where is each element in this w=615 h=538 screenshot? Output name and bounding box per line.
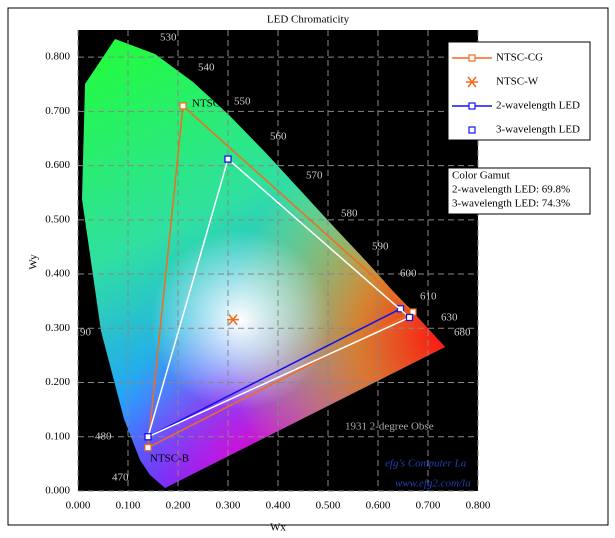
marker — [407, 314, 413, 320]
legend-label: 3-wavelength LED — [496, 124, 580, 136]
y-tick-label: 0.500 — [45, 213, 70, 225]
locus-label: 680 — [454, 327, 471, 339]
x-tick-label: 0.700 — [416, 500, 441, 512]
marker — [469, 55, 475, 61]
y-tick-label: 0.300 — [45, 322, 70, 334]
locus-label: 480 — [95, 431, 112, 443]
x-tick-label: 0.100 — [116, 500, 141, 512]
locus-label: 530 — [160, 32, 177, 44]
annotation: 1931 2-degree Obse — [345, 421, 434, 433]
marker — [145, 434, 151, 440]
y-tick-label: 0.600 — [45, 159, 70, 171]
marker — [469, 103, 475, 109]
y-tick-label: 0.400 — [45, 268, 70, 280]
locus-label: 570 — [306, 170, 323, 182]
locus-label: 470 — [112, 472, 129, 484]
locus-label: 590 — [372, 241, 389, 253]
locus-label: 550 — [234, 96, 251, 108]
locus-label: 630 — [441, 312, 458, 324]
marker — [225, 156, 231, 162]
legend-label: 2-wavelength LED — [496, 100, 580, 112]
x-tick-label: 0.600 — [366, 500, 391, 512]
marker — [180, 103, 186, 109]
x-tick-label: 0.800 — [466, 500, 491, 512]
y-tick-label: 0.100 — [45, 430, 70, 442]
locus-label: 610 — [420, 291, 437, 303]
x-tick-label: 0.400 — [266, 500, 291, 512]
annotation: www.efg2.com/la — [395, 478, 471, 490]
marker — [469, 127, 475, 133]
y-tick-label: 0.700 — [45, 105, 70, 117]
chart-title: LED Chromaticity — [267, 14, 350, 26]
locus-label: 90 — [80, 327, 92, 339]
locus-label: 580 — [341, 208, 358, 220]
gamut-line: 3-wavelength LED: 74.3% — [452, 198, 570, 210]
legend-label: NTSC-W — [496, 76, 539, 88]
x-tick-label: 0.500 — [316, 500, 341, 512]
locus-label: 600 — [400, 268, 417, 280]
annotation: NTSC-B — [150, 453, 189, 465]
chart: 530 540 550 560 570 580 590 600 610 630 … — [0, 0, 615, 533]
gamut-line: 2-wavelength LED: 69.8% — [452, 184, 570, 196]
locus-label: 560 — [270, 131, 287, 143]
x-tick-label: 0.200 — [166, 500, 191, 512]
x-tick-label: 0.300 — [216, 500, 241, 512]
x-axis-label: Wx — [270, 522, 286, 533]
marker — [145, 445, 151, 451]
gamut-title: Color Gamut — [452, 170, 510, 182]
annotation: efg's Computer La — [385, 458, 467, 470]
x-tick-label: 0.000 — [66, 500, 91, 512]
y-tick-label: 0.200 — [45, 376, 70, 388]
locus-label: 540 — [198, 62, 215, 74]
y-axis-label: Wy — [28, 254, 40, 270]
legend-label: NTSC-CG — [496, 52, 543, 64]
y-tick-label: 0.800 — [45, 51, 70, 63]
y-tick-label: 0.000 — [45, 485, 70, 497]
annotation: NTSC-G — [192, 98, 232, 110]
